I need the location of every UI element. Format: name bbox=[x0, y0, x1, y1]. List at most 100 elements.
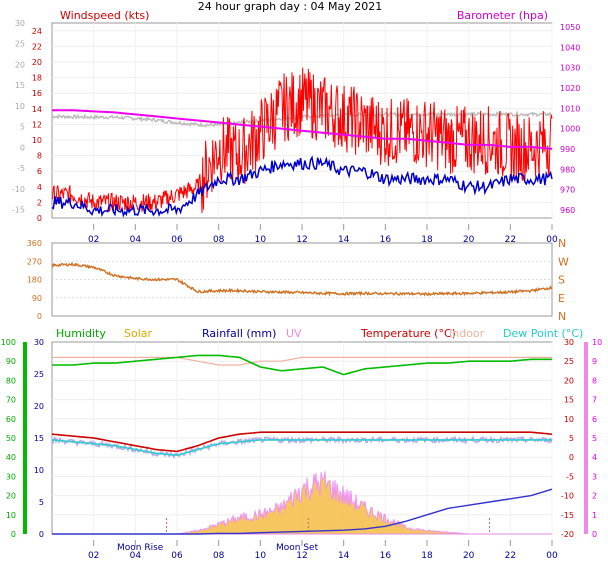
temp-x-axis-tick-label: 22 bbox=[505, 551, 516, 561]
temperature-axis-tick-label: 25 bbox=[564, 357, 574, 366]
rainfall-line bbox=[52, 488, 553, 535]
moon-rise-label: Moon Rise bbox=[117, 543, 164, 553]
temp-x-axis-tick-label: 00 bbox=[546, 551, 558, 561]
direction-compass-label: W bbox=[558, 255, 569, 268]
temperature-axis-tick-label: 30 bbox=[564, 338, 574, 347]
rainfall-axis-tick-label: 15 bbox=[34, 434, 44, 443]
temperature-axis-tick-label: -20 bbox=[561, 530, 574, 539]
direction-degree-tick-label: 180 bbox=[27, 276, 42, 285]
wind-average-line bbox=[51, 155, 553, 218]
barometer-axis-tick-label: 1000 bbox=[560, 125, 580, 134]
windspeed-axis-tick-label: 14 bbox=[32, 105, 42, 114]
temp-x-axis-tick-label: 10 bbox=[255, 551, 267, 561]
legend-uv: UV bbox=[286, 327, 302, 340]
humidity-axis-tick-label: 60 bbox=[6, 415, 16, 424]
rainfall-axis-tick-label: 5 bbox=[39, 498, 44, 507]
faint-axis-tick-label: 5 bbox=[20, 123, 25, 132]
humidity-axis-tick-label: 0 bbox=[11, 530, 16, 539]
uv-axis-tick-label: 3 bbox=[592, 472, 597, 481]
humidity-axis-tick-label: 30 bbox=[6, 472, 16, 481]
temp-x-axis-tick-label: 20 bbox=[463, 551, 475, 561]
uv-axis-tick-label: 6 bbox=[592, 415, 597, 424]
temperature-axis-tick-label: 5 bbox=[569, 434, 574, 443]
windspeed-axis-tick-label: 0 bbox=[37, 214, 42, 223]
faint-axis-tick-label: 10 bbox=[15, 102, 25, 111]
legend-solar: Solar bbox=[124, 327, 153, 340]
rainfall-axis-tick-label: 30 bbox=[34, 338, 44, 347]
temp-x-axis-tick-label: 18 bbox=[421, 551, 433, 561]
rainfall-axis-tick-label: 25 bbox=[34, 370, 44, 379]
legend-indoor: Indoor bbox=[449, 327, 485, 340]
faint-axis-tick-label: -5 bbox=[17, 164, 25, 173]
windspeed-axis-tick-label: 10 bbox=[32, 136, 42, 145]
windspeed-axis-tick-label: 12 bbox=[32, 120, 42, 129]
temperature-axis-tick-label: 10 bbox=[564, 415, 574, 424]
barometer-axis-tick-label: 1040 bbox=[560, 43, 580, 52]
direction-compass-label: E bbox=[558, 292, 565, 305]
direction-degree-tick-label: 0 bbox=[37, 312, 42, 321]
rainfall-axis-tick-label: 0 bbox=[39, 530, 44, 539]
legend-windspeed: Windspeed (kts) bbox=[60, 9, 149, 22]
temp-x-axis-tick-label: 14 bbox=[338, 551, 350, 561]
direction-compass-label: N bbox=[558, 237, 566, 250]
moon-set-label: Moon Set bbox=[276, 543, 319, 553]
temperature-axis-tick-label: -10 bbox=[561, 492, 574, 501]
direction-degree-tick-label: 90 bbox=[32, 294, 42, 303]
barometer-axis-tick-label: 980 bbox=[560, 165, 575, 174]
direction-degree-tick-label: 270 bbox=[27, 257, 42, 266]
humidity-line bbox=[52, 354, 552, 376]
faint-axis-tick-label: 25 bbox=[15, 40, 25, 49]
wind-x-axis-tick-label: 22 bbox=[505, 235, 516, 245]
barometer-axis-tick-label: 1020 bbox=[560, 84, 580, 93]
humidity-axis-tick-label: 10 bbox=[6, 511, 16, 520]
wind-x-axis-tick-label: 14 bbox=[338, 235, 350, 245]
windspeed-axis-tick-label: 2 bbox=[37, 198, 42, 207]
temperature-axis-tick-label: -15 bbox=[561, 511, 574, 520]
windspeed-axis-tick-label: 18 bbox=[32, 74, 42, 83]
direction-compass-label: S bbox=[558, 274, 565, 287]
humidity-axis-tick-label: 70 bbox=[6, 396, 16, 405]
humidity-axis-tick-label: 90 bbox=[6, 357, 16, 366]
indoor-line bbox=[52, 356, 552, 366]
barometer-axis-tick-label: 960 bbox=[560, 206, 575, 215]
windspeed-axis-tick-label: 4 bbox=[37, 183, 42, 192]
wind-x-axis-tick-label: 10 bbox=[255, 235, 267, 245]
wind-x-axis-tick-label: 20 bbox=[463, 235, 475, 245]
wind-direction-line bbox=[51, 261, 553, 297]
wind-panel-marks: -15-10-505101520253002468101214161820222… bbox=[12, 19, 580, 245]
faint-axis-tick-label: 0 bbox=[20, 143, 25, 152]
barometer-axis-tick-label: 1030 bbox=[560, 64, 580, 73]
legend-dewpoint: Dew Point (°C) bbox=[503, 327, 583, 340]
temp-x-axis-tick-label: 04 bbox=[130, 551, 142, 561]
wind-gust-line bbox=[51, 67, 553, 214]
chart-title: 24 hour graph day : 04 May 2021 bbox=[198, 0, 383, 13]
legend-humidity: Humidity bbox=[56, 327, 106, 340]
legend-rainfall: Rainfall (mm) bbox=[202, 327, 276, 340]
temp-x-axis-tick-label: 02 bbox=[88, 551, 99, 561]
wind-x-axis-tick-label: 04 bbox=[130, 235, 142, 245]
legend-temperature: Temperature (°C) bbox=[360, 327, 456, 340]
barometer-line bbox=[52, 109, 553, 150]
rainfall-axis-tick-label: 10 bbox=[34, 466, 44, 475]
temperature-axis-tick-label: 20 bbox=[564, 376, 574, 385]
temp-x-axis-tick-label: 06 bbox=[171, 551, 183, 561]
temp-x-axis-tick-label: 16 bbox=[380, 551, 392, 561]
barometer-axis-tick-label: 990 bbox=[560, 145, 575, 154]
wind-x-axis-tick-label: 02 bbox=[88, 235, 99, 245]
windspeed-axis-tick-label: 24 bbox=[32, 27, 42, 36]
windspeed-axis-tick-label: 22 bbox=[32, 42, 42, 51]
humidity-axis-tick-label: 100 bbox=[1, 338, 16, 347]
barometer-axis-tick-label: 1010 bbox=[560, 104, 580, 113]
windspeed-axis-tick-label: 20 bbox=[32, 58, 42, 67]
uv-axis-tick-label: 10 bbox=[592, 338, 602, 347]
legend-barometer: Barometer (hpa) bbox=[457, 9, 548, 22]
humidity-axis-tick-label: 40 bbox=[6, 453, 16, 462]
windspeed-axis-tick-label: 8 bbox=[37, 152, 42, 161]
wind-x-axis-tick-label: 08 bbox=[213, 235, 225, 245]
wind-x-axis-tick-label: 12 bbox=[296, 235, 307, 245]
uv-axis-tick-label: 4 bbox=[592, 453, 597, 462]
wind-x-axis-tick-label: 00 bbox=[546, 235, 558, 245]
